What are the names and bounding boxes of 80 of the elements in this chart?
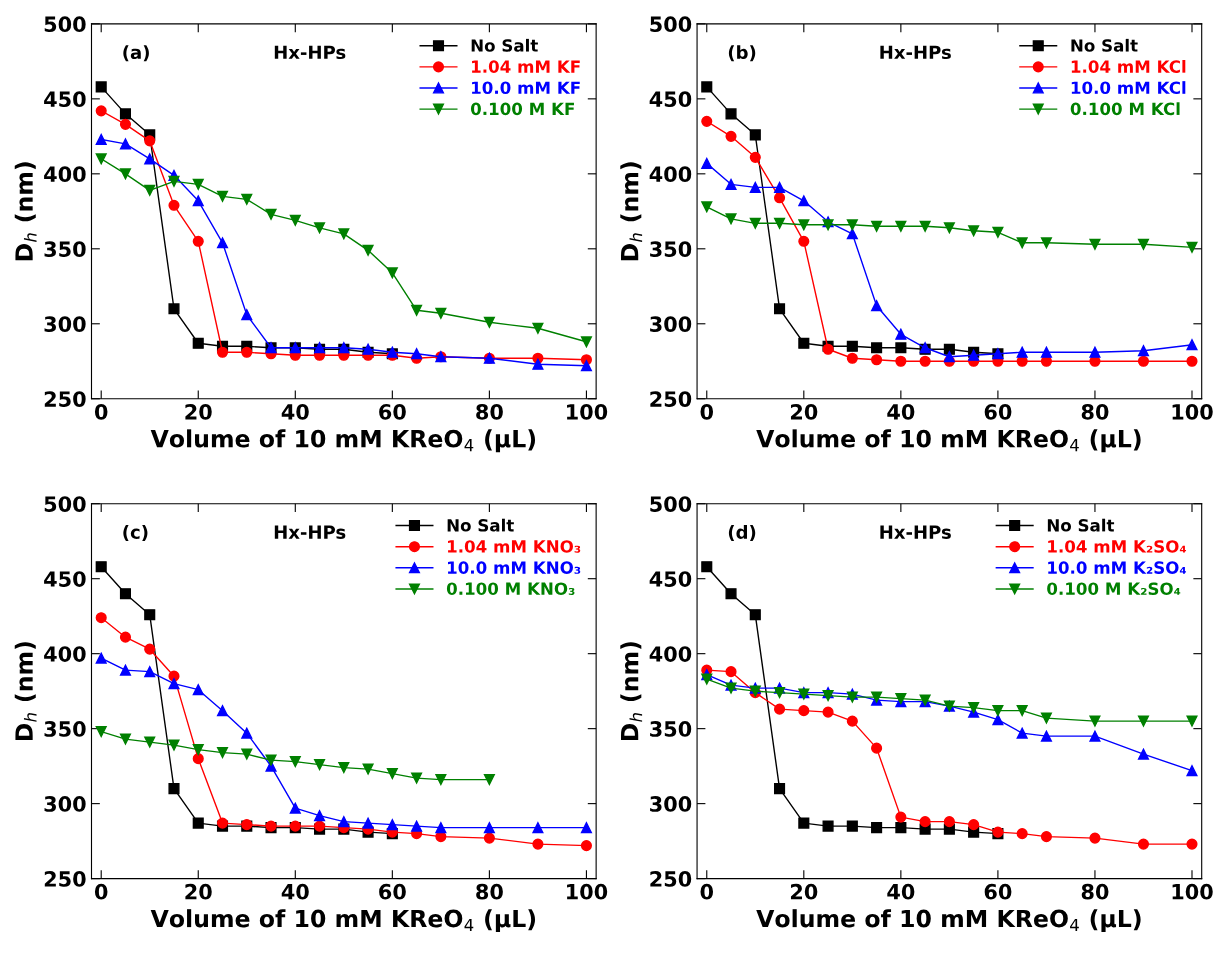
annotation: Hx-HPs: [880, 525, 951, 539]
x-tick-label: 20: [185, 403, 212, 420]
legend-label: 0.100 M K₂SO₄: [1047, 582, 1181, 596]
y-tick-label: 350: [44, 241, 86, 258]
y-tick-label: 400: [44, 166, 86, 183]
legend-label: 1.04 mM KNO₃: [448, 540, 581, 553]
y-axis-title: D$_{h}$ (nm): [620, 642, 643, 741]
y-tick-label: 500: [44, 16, 86, 33]
y-tick-label: 300: [650, 316, 692, 332]
x-tick-label: 80: [1081, 883, 1109, 900]
annotation: (c): [123, 524, 148, 542]
x-tick-label: 100: [1172, 883, 1213, 900]
legend-label: 10.0 mM KNO₃: [448, 561, 581, 574]
x-tick-label: 100: [567, 403, 608, 420]
x-tick-label: 100: [1172, 403, 1213, 420]
x-axis-title: Volume of 10 mM KReO$_{4}$ (µL): [756, 909, 1141, 933]
y-tick-label: 400: [649, 166, 692, 183]
legend-label: 0.100 M KCl: [1070, 102, 1180, 116]
legend-label: 1.04 mM KCl: [1071, 60, 1186, 73]
x-tick-label: 20: [790, 403, 818, 420]
y-axis-title: D$_{h}$ (nm): [14, 162, 37, 261]
x-tick-label: 20: [790, 883, 818, 900]
annotation: (b): [728, 45, 756, 62]
x-axis-title: Volume of 10 mM KReO$_{4}$ (µL): [150, 429, 536, 453]
y-tick-label: 350: [650, 721, 692, 737]
legend-label: No Salt: [1071, 38, 1138, 52]
x-tick-label: 0: [700, 883, 714, 900]
y-tick-label: 450: [44, 91, 86, 108]
y-tick-label: 450: [649, 571, 692, 587]
legend-label: 10.0 mM KCl: [1071, 81, 1186, 95]
x-axis-title: Volume of 10 mM KReO$_{4}$ (µL): [150, 909, 536, 933]
y-tick-label: 300: [44, 316, 86, 332]
x-tick-label: 80: [476, 883, 503, 900]
legend-label: 0.100 M KF: [470, 102, 574, 116]
y-tick-label: 300: [650, 796, 692, 812]
y-tick-label: 250: [650, 871, 692, 887]
x-tick-label: 40: [281, 403, 309, 420]
x-tick-label: 0: [700, 403, 714, 420]
y-tick-label: 250: [44, 871, 86, 887]
y-tick-label: 250: [650, 391, 692, 407]
x-tick-label: 0: [94, 403, 108, 420]
x-tick-label: 60: [984, 403, 1012, 420]
x-tick-label: 100: [567, 883, 608, 900]
y-tick-label: 500: [650, 496, 692, 512]
y-tick-label: 250: [44, 391, 86, 407]
x-tick-label: 60: [984, 883, 1012, 900]
y-tick-label: 350: [44, 721, 86, 737]
y-tick-label: 300: [44, 796, 86, 812]
x-tick-label: 60: [379, 403, 406, 420]
legend-label: 1.04 mM KF: [472, 60, 580, 73]
x-axis-title: Volume of 10 mM KReO$_{4}$ (µL): [756, 429, 1141, 453]
legend-label: No Salt: [1047, 518, 1115, 532]
legend-label: 0.100 M KNO₃: [446, 582, 575, 596]
x-tick-label: 80: [476, 403, 503, 420]
y-tick-label: 500: [650, 16, 692, 33]
y-tick-label: 500: [44, 496, 86, 512]
x-tick-label: 40: [887, 403, 915, 420]
y-tick-label: 400: [44, 646, 86, 662]
annotation: Hx-HPs: [274, 45, 346, 60]
x-tick-label: 60: [379, 883, 406, 900]
x-tick-label: 40: [281, 883, 309, 900]
x-tick-label: 40: [887, 883, 915, 900]
x-tick-label: 0: [94, 883, 108, 900]
y-axis-title: D$_{h}$ (nm): [620, 162, 643, 261]
x-tick-label: 20: [185, 883, 212, 900]
annotation: (d): [728, 524, 756, 542]
x-tick-label: 80: [1081, 403, 1109, 420]
annotation: Hx-HPs: [274, 525, 346, 539]
y-tick-label: 350: [650, 241, 692, 258]
legend-label: No Salt: [471, 38, 538, 52]
y-tick-label: 450: [44, 571, 86, 587]
y-axis-title: D$_{h}$ (nm): [14, 642, 37, 741]
legend-label: 10.0 mM K₂SO₄: [1048, 561, 1187, 574]
y-tick-label: 400: [649, 646, 692, 662]
legend-label: 10.0 mM KF: [472, 81, 580, 95]
legend-label: No Salt: [447, 518, 514, 532]
y-tick-label: 450: [649, 91, 692, 108]
legend-label: 1.04 mM K₂SO₄: [1048, 540, 1187, 553]
annotation: Hx-HPs: [880, 45, 951, 60]
annotation: (a): [123, 45, 149, 62]
